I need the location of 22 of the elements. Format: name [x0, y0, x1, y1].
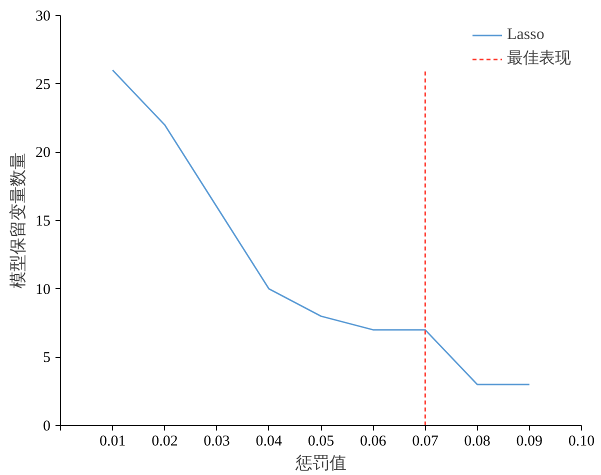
x-tick-label: 0.08: [464, 434, 490, 450]
x-tick-label: 0.07: [412, 434, 439, 450]
x-tick-label: 0.01: [99, 434, 126, 450]
x-tick-label: 0.06: [360, 434, 387, 450]
x-tick-label: 0.09: [516, 434, 543, 450]
y-tick-label: 5: [43, 350, 50, 366]
y-tick-label: 25: [36, 76, 50, 93]
y-tick-label: 30: [36, 8, 50, 24]
legend-label: Lasso: [507, 26, 544, 44]
y-tick-label: 20: [36, 145, 50, 162]
y-tick-label: 10: [36, 282, 50, 298]
x-tick-label: 0.03: [204, 434, 230, 450]
y-tick-label: 0: [43, 418, 50, 434]
legend-label: 最佳表现: [507, 48, 571, 69]
x-tick-label: 0.02: [152, 434, 178, 450]
y-tick-label: 15: [36, 214, 50, 230]
text: 0.10: [568, 434, 595, 450]
x-axis-title: 惩罚值: [294, 454, 346, 472]
y-axis-title: 模型保留变量数量: [8, 152, 28, 288]
line-series: [112, 69, 530, 386]
x-tick-label: 0.04: [256, 434, 283, 450]
x-tick-label: 0.05: [308, 434, 334, 450]
